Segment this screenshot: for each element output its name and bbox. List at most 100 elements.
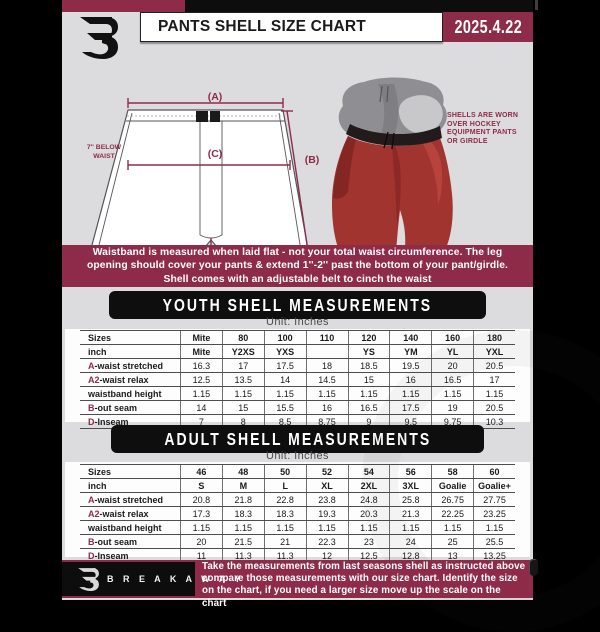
table-cell: 110 <box>305 331 348 344</box>
adult-unit-label: Unit: Inches <box>266 450 329 462</box>
table-cell: 15 <box>221 401 264 414</box>
footer-banner: B R E A K A W A Y Take the measurements … <box>62 560 533 609</box>
table-cell: 1.15 <box>473 387 515 400</box>
table-cell: 1.15 <box>305 387 348 400</box>
row-label: waistband height <box>88 522 162 533</box>
table-row: A2 -waist relax 12.5 13.5 14 14.5 15 16 16.5 17 <box>80 372 515 386</box>
date-text: 2025.4.22 <box>454 16 522 37</box>
youth-heading-text: YOUTH SHELL MEASUREMENTS <box>162 294 433 315</box>
size-chart-document: PANTS SHELL SIZE CHART 2025.4.22 <box>62 0 600 632</box>
footer-logo-box: B R E A K A W A Y <box>62 562 240 596</box>
table-row: waistband height 1.15 1.15 1.15 1.15 1.15 1.15… <box>80 520 515 534</box>
figure-area: (A) (B) (C) (D) 7'' BELOW WAIST SHELLS A… <box>62 42 533 274</box>
table-cell: 26.75 <box>431 493 473 506</box>
waist-note: 7'' BELOW WAIST <box>86 144 122 160</box>
table-cell: 1.15 <box>221 387 264 400</box>
table-cell: 20.5 <box>473 401 515 414</box>
table-cell: 19 <box>431 401 473 414</box>
table-cell: 18 <box>305 359 348 372</box>
table-cell: 2XL <box>347 479 390 492</box>
footer-line-3: on the chart, if you need a larger size … <box>202 585 501 609</box>
label-b: (B) <box>304 154 320 166</box>
table-cell: M <box>221 479 264 492</box>
footer-line-2: compare those measurements with our size… <box>202 573 518 585</box>
table-cell: 17.3 <box>180 507 222 520</box>
scrollbar-stub[interactable] <box>535 0 538 10</box>
table-cell: 20.8 <box>180 493 222 506</box>
row-label: A -waist stretched <box>88 494 164 505</box>
label-c: (C) <box>207 148 223 160</box>
table-cell: 20.3 <box>347 507 390 520</box>
date-badge: 2025.4.22 <box>443 12 533 42</box>
youth-section-heading: YOUTH SHELL MEASUREMENTS <box>62 291 533 319</box>
table-cell: 9 <box>347 415 390 428</box>
table-cell: 14 <box>180 401 222 414</box>
table-cell: 23.8 <box>305 493 348 506</box>
table-cell: 16.5 <box>431 373 473 386</box>
row-label: A -waist stretched <box>88 360 164 371</box>
table-cell: 18.3 <box>221 507 264 520</box>
table-cell: 50 <box>263 465 306 478</box>
table-cell: 54 <box>347 465 390 478</box>
row-label: waistband height <box>88 388 162 399</box>
table-cell: 48 <box>221 465 264 478</box>
table-cell: L <box>263 479 306 492</box>
table-cell: Mite <box>180 345 222 358</box>
table-cell: YXL <box>473 345 515 358</box>
table-cell: 1.15 <box>263 387 306 400</box>
table-cell: 9.75 <box>431 415 473 428</box>
table-cell <box>305 345 348 358</box>
table-cell: YM <box>389 345 431 358</box>
adult-heading-text: ADULT SHELL MEASUREMENTS <box>164 428 431 449</box>
table-row: A2 -waist relax 17.3 18.3 18.3 19.3 20.3 21.3 22… <box>80 506 515 520</box>
table-cell: 12.8 <box>389 549 431 562</box>
table-row: B -out seam 14 15 15.5 16 16.5 17.5 19 20.5 <box>80 400 515 414</box>
row-label: D -Inseam <box>88 550 129 561</box>
table-cell: 19.3 <box>305 507 348 520</box>
table-cell: 8.75 <box>305 415 348 428</box>
table-row: waistband height 1.15 1.15 1.15 1.15 1.15 1.15… <box>80 386 515 400</box>
table-cell: 17 <box>473 373 515 386</box>
table-cell: 12.5 <box>180 373 222 386</box>
youth-table: Sizes Mite 80 100 110 120 140 160 180 inch Mite Y2X… <box>80 330 515 429</box>
table-cell: 12.5 <box>347 549 390 562</box>
table-cell: 1.15 <box>389 387 431 400</box>
adult-table: Sizes 46 48 50 52 54 56 58 60 inch S M L XL 2XL 3XL Goal… <box>80 464 515 563</box>
table-cell: 25 <box>431 535 473 548</box>
table-cell: 23 <box>347 535 390 548</box>
table-cell: 1.15 <box>473 521 515 534</box>
table-cell: 17 <box>221 359 264 372</box>
top-accent-maroon <box>62 0 185 12</box>
table-cell: 9.5 <box>389 415 431 428</box>
table-cell: 21.8 <box>221 493 264 506</box>
table-cell: 12 <box>305 549 348 562</box>
table-cell: 17.5 <box>389 401 431 414</box>
table-cell: 13.25 <box>473 549 515 562</box>
table-cell: 25.5 <box>473 535 515 548</box>
table-cell: 11.3 <box>263 549 306 562</box>
row-label: Sizes <box>88 466 112 477</box>
pin-nub <box>529 559 538 576</box>
table-cell: 20 <box>180 535 222 548</box>
row-label: inch <box>88 346 107 357</box>
table-cell: 160 <box>431 331 473 344</box>
table-row: inch S M L XL 2XL 3XL Goalie Goalie+ <box>80 478 515 492</box>
table-cell: 16.5 <box>347 401 390 414</box>
table-cell: 1.15 <box>180 521 222 534</box>
table-cell: 10.3 <box>473 415 515 428</box>
table-cell: 22.3 <box>305 535 348 548</box>
table-cell: 16.3 <box>180 359 222 372</box>
table-cell: 25.8 <box>389 493 431 506</box>
table-cell: 80 <box>221 331 264 344</box>
shell-photo <box>332 77 453 274</box>
table-cell: 1.15 <box>347 521 390 534</box>
table-cell: Y2XS <box>221 345 264 358</box>
table-cell: S <box>180 479 222 492</box>
table-cell: 1.15 <box>305 521 348 534</box>
note-line-3: Shell comes with an adjustable belt to c… <box>163 273 432 285</box>
row-label: Sizes <box>88 332 112 343</box>
table-cell: Goalie <box>431 479 473 492</box>
row-label: A2 -waist relax <box>88 374 149 385</box>
table-cell: Goalie+ <box>473 479 515 492</box>
table-row: Sizes Mite 80 100 110 120 140 160 180 <box>80 330 515 344</box>
